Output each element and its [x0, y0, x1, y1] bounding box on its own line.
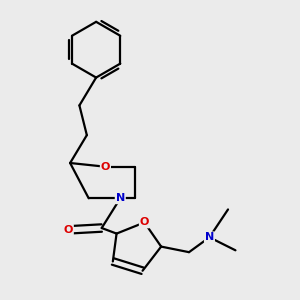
Text: O: O	[64, 225, 73, 235]
Text: O: O	[140, 218, 149, 227]
Text: N: N	[205, 232, 214, 242]
Text: O: O	[101, 162, 110, 172]
Text: N: N	[116, 193, 125, 203]
